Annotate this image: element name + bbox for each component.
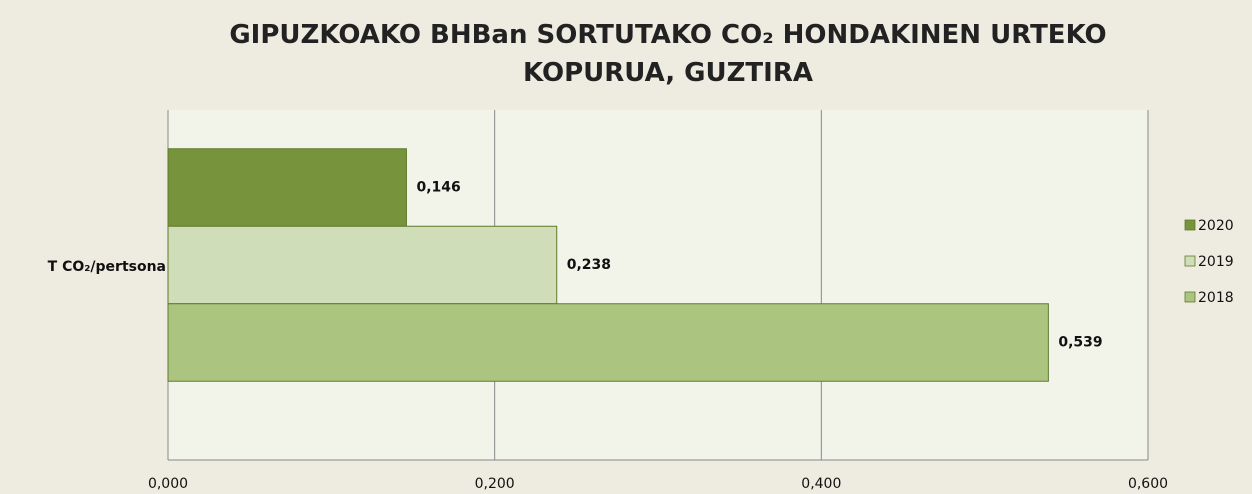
x-tick-label: 0,000 [148,476,188,492]
y-tick-label: T CO₂/pertsona [48,259,166,275]
x-tick-label: 0,400 [801,476,841,492]
bar [167,303,1049,382]
data-label: 0,238 [567,257,611,273]
x-tick-label: 0,600 [1128,476,1168,492]
legend-swatch [1184,291,1196,303]
legend-label: 2018 [1198,290,1234,306]
legend-swatch [1184,219,1196,231]
x-tick-label: 0,200 [475,476,515,492]
data-label: 0,146 [416,180,460,196]
legend-swatch [1184,255,1196,267]
chart-title: GIPUZKOAKO BHBan SORTUTAKO CO₂ HONDAKINE… [229,20,1107,88]
data-label: 0,539 [1058,335,1102,351]
legend-label: 2019 [1198,254,1234,270]
bar [167,148,407,227]
legend-label: 2020 [1198,218,1234,234]
bar [167,225,558,305]
